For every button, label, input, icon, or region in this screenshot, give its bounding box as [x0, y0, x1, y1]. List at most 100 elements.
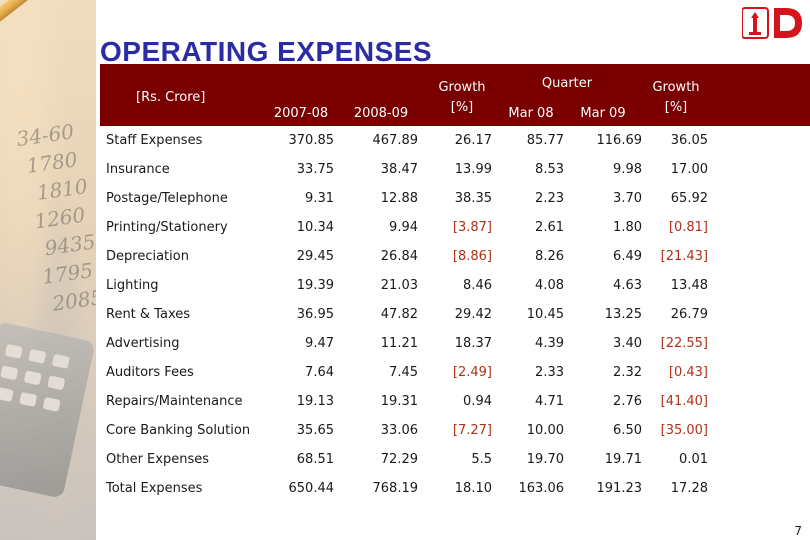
cell-g2: [0.81] — [668, 220, 708, 235]
row-label: Advertising — [106, 336, 180, 351]
cell-g1: [7.27] — [452, 423, 492, 438]
cell-y2: 19.31 — [380, 394, 418, 409]
cell-q1: 10.00 — [526, 423, 564, 438]
cell-g2: [41.40] — [660, 394, 708, 409]
cell-y1: 9.31 — [305, 191, 334, 206]
cell-q1: 2.33 — [535, 365, 564, 380]
cell-y2: 72.29 — [380, 452, 418, 467]
cell-q1: 4.71 — [535, 394, 564, 409]
cell-q2: 13.25 — [604, 307, 642, 322]
page-number: 7 — [794, 524, 802, 538]
pencil-image — [0, 0, 96, 40]
header-year-2008-09: 2008-09 — [353, 106, 409, 121]
cell-y1: 19.13 — [296, 394, 334, 409]
table-row: Advertising 9.47 11.21 18.37 4.39 3.40 [22.55] — [100, 329, 810, 358]
row-label: Other Expenses — [106, 452, 209, 467]
cell-y1: 29.45 — [296, 249, 334, 264]
cell-g2: [35.00] — [660, 423, 708, 438]
row-label: Core Banking Solution — [106, 423, 251, 438]
bank-logo-icon — [742, 7, 802, 39]
cell-g1: 13.99 — [454, 162, 492, 177]
cell-q1: 10.45 — [526, 307, 564, 322]
table-row: Core Banking Solution 35.65 33.06 [7.27] 10.… — [100, 416, 810, 445]
cell-q1: 4.08 — [535, 278, 564, 293]
row-label: Auditors Fees — [106, 365, 194, 380]
cell-q1: 2.61 — [535, 220, 564, 235]
header-growth-quarter-unit: [%] — [664, 100, 688, 115]
header-unit: [Rs. Crore] — [136, 90, 206, 105]
row-label: Staff Expenses — [106, 133, 203, 148]
cell-q2: 2.32 — [613, 365, 642, 380]
cell-g1: [8.86] — [452, 249, 492, 264]
cell-q2: 3.70 — [613, 191, 642, 206]
cell-y2: 467.89 — [372, 133, 419, 148]
cell-g2: 26.79 — [670, 307, 708, 322]
cell-y1: 68.51 — [296, 452, 334, 467]
cell-g1: [2.49] — [452, 365, 492, 380]
cell-q1: 8.53 — [535, 162, 564, 177]
cell-y1: 370.85 — [288, 133, 335, 148]
handwritten-numbers-image: 34-60 1780 1810 1260 9435 1795 2085 — [14, 119, 96, 316]
table-row: Staff Expenses 370.85 467.89 26.17 85.77 116.… — [100, 126, 810, 155]
header-growth-annual: Growth — [438, 80, 486, 95]
cell-q2: 19.71 — [604, 452, 642, 467]
table-row: Total Expenses 650.44 768.19 18.10 163.06 191… — [100, 474, 810, 503]
cell-q1: 2.23 — [535, 191, 564, 206]
cell-q2: 191.23 — [596, 481, 643, 496]
cell-y2: 38.47 — [380, 162, 418, 177]
cell-q1: 19.70 — [526, 452, 564, 467]
cell-q2: 4.63 — [613, 278, 642, 293]
table-row: Rent & Taxes 36.95 47.82 29.42 10.45 13.25 26.… — [100, 300, 810, 329]
cell-y1: 10.34 — [296, 220, 334, 235]
cell-y2: 47.82 — [380, 307, 418, 322]
cell-q2: 6.49 — [613, 249, 642, 264]
cell-y1: 36.95 — [296, 307, 334, 322]
cell-y1: 35.65 — [296, 423, 334, 438]
table-header: [Rs. Crore] 2007-08 2008-09 Growth [%] Q… — [100, 64, 810, 126]
table-row: Depreciation 29.45 26.84 [8.86] 8.26 6.49 [21.… — [100, 242, 810, 271]
operating-expenses-table: [Rs. Crore] 2007-08 2008-09 Growth [%] Q… — [100, 64, 810, 508]
cell-g1: 38.35 — [454, 191, 492, 206]
cell-q2: 6.50 — [613, 423, 642, 438]
cell-y2: 7.45 — [389, 365, 418, 380]
cell-y1: 33.75 — [296, 162, 334, 177]
cell-q2: 2.76 — [613, 394, 642, 409]
cell-y2: 33.06 — [380, 423, 418, 438]
row-label: Postage/Telephone — [106, 191, 228, 206]
cell-g2: [22.55] — [660, 336, 708, 351]
cell-y2: 21.03 — [380, 278, 418, 293]
cell-q1: 8.26 — [535, 249, 564, 264]
cell-q2: 9.98 — [613, 162, 642, 177]
cell-g2: [21.43] — [660, 249, 708, 264]
row-label: Printing/Stationery — [106, 220, 228, 235]
cell-g1: 8.46 — [463, 278, 492, 293]
cell-g2: 36.05 — [670, 133, 708, 148]
row-label: Repairs/Maintenance — [106, 394, 243, 409]
cell-q1: 85.77 — [526, 133, 564, 148]
cell-y2: 11.21 — [380, 336, 418, 351]
table-row: Lighting 19.39 21.03 8.46 4.08 4.63 13.48 — [100, 271, 810, 300]
cell-g1: [3.87] — [452, 220, 492, 235]
row-label: Lighting — [106, 278, 159, 293]
header-mar-08: Mar 08 — [508, 106, 554, 121]
cell-y2: 9.94 — [389, 220, 418, 235]
cell-y1: 650.44 — [288, 481, 335, 496]
row-label: Rent & Taxes — [106, 307, 191, 322]
row-label: Insurance — [106, 162, 170, 177]
cell-y1: 9.47 — [305, 336, 334, 351]
table-row: Insurance 33.75 38.47 13.99 8.53 9.98 17.00 — [100, 155, 810, 184]
header-growth-annual-unit: [%] — [450, 100, 474, 115]
cell-q1: 163.06 — [518, 481, 565, 496]
row-label: Depreciation — [106, 249, 189, 264]
calculator-image — [0, 321, 96, 499]
header-mar-09: Mar 09 — [580, 106, 626, 121]
cell-q1: 4.39 — [535, 336, 564, 351]
row-label: Total Expenses — [106, 481, 203, 496]
header-quarter: Quarter — [541, 76, 593, 91]
table-row: Auditors Fees 7.64 7.45 [2.49] 2.33 2.32 [0.43… — [100, 358, 810, 387]
cell-y2: 12.88 — [380, 191, 418, 206]
cell-g2: 17.00 — [670, 162, 708, 177]
cell-g2: 0.01 — [679, 452, 708, 467]
table-row: Printing/Stationery 10.34 9.94 [3.87] 2.61 1.… — [100, 213, 810, 242]
cell-g1: 26.17 — [454, 133, 492, 148]
